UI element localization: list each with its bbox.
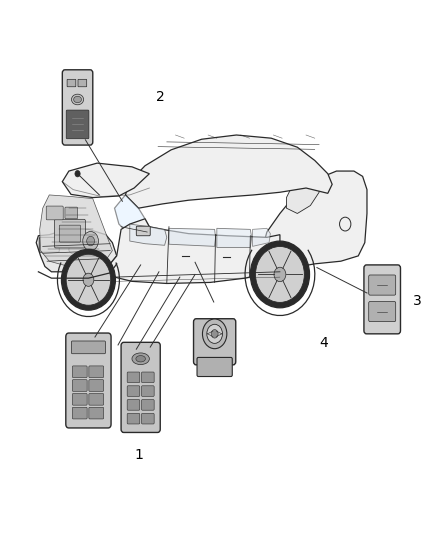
FancyBboxPatch shape	[89, 366, 104, 377]
FancyBboxPatch shape	[141, 372, 154, 383]
FancyBboxPatch shape	[141, 386, 154, 397]
Polygon shape	[36, 229, 117, 272]
Ellipse shape	[136, 356, 145, 362]
FancyBboxPatch shape	[72, 366, 87, 377]
Polygon shape	[130, 224, 167, 245]
FancyBboxPatch shape	[67, 79, 76, 87]
FancyBboxPatch shape	[127, 386, 140, 397]
FancyBboxPatch shape	[141, 400, 154, 410]
FancyBboxPatch shape	[66, 110, 89, 139]
Polygon shape	[286, 177, 319, 214]
FancyBboxPatch shape	[71, 341, 106, 354]
FancyBboxPatch shape	[72, 379, 87, 391]
Circle shape	[211, 329, 218, 338]
FancyBboxPatch shape	[369, 275, 396, 295]
Polygon shape	[62, 163, 149, 198]
FancyBboxPatch shape	[197, 358, 232, 376]
FancyBboxPatch shape	[72, 393, 87, 405]
FancyBboxPatch shape	[66, 333, 111, 428]
Text: 2: 2	[156, 90, 165, 104]
Ellipse shape	[74, 96, 81, 103]
Ellipse shape	[132, 353, 149, 365]
FancyBboxPatch shape	[65, 207, 78, 219]
Circle shape	[202, 319, 227, 349]
FancyBboxPatch shape	[127, 414, 140, 424]
Circle shape	[207, 324, 223, 343]
Circle shape	[274, 267, 286, 281]
Circle shape	[75, 171, 80, 177]
FancyBboxPatch shape	[62, 70, 93, 145]
FancyBboxPatch shape	[89, 379, 104, 391]
Polygon shape	[217, 228, 252, 247]
FancyBboxPatch shape	[121, 342, 160, 432]
FancyBboxPatch shape	[78, 79, 87, 87]
FancyBboxPatch shape	[127, 372, 140, 383]
Polygon shape	[40, 195, 113, 266]
Ellipse shape	[251, 241, 310, 308]
FancyBboxPatch shape	[89, 393, 104, 405]
Polygon shape	[125, 135, 332, 208]
Ellipse shape	[66, 254, 111, 305]
FancyBboxPatch shape	[59, 225, 81, 242]
Polygon shape	[169, 228, 215, 246]
Circle shape	[87, 236, 95, 246]
FancyBboxPatch shape	[46, 206, 63, 220]
FancyBboxPatch shape	[369, 302, 396, 321]
FancyBboxPatch shape	[72, 407, 87, 419]
FancyBboxPatch shape	[136, 226, 150, 236]
FancyBboxPatch shape	[39, 237, 59, 252]
Circle shape	[83, 273, 94, 286]
Polygon shape	[253, 228, 270, 246]
Text: 3: 3	[413, 294, 421, 308]
Ellipse shape	[71, 94, 84, 105]
FancyBboxPatch shape	[194, 319, 236, 365]
Polygon shape	[262, 171, 367, 272]
FancyBboxPatch shape	[127, 400, 140, 410]
Text: 4: 4	[319, 336, 328, 350]
Text: 1: 1	[134, 448, 143, 462]
Ellipse shape	[255, 246, 304, 302]
Circle shape	[83, 231, 99, 251]
FancyBboxPatch shape	[141, 414, 154, 424]
Polygon shape	[110, 219, 280, 284]
FancyBboxPatch shape	[54, 219, 85, 248]
FancyBboxPatch shape	[364, 265, 400, 334]
Polygon shape	[115, 195, 149, 235]
Ellipse shape	[61, 249, 116, 310]
FancyBboxPatch shape	[89, 407, 104, 419]
